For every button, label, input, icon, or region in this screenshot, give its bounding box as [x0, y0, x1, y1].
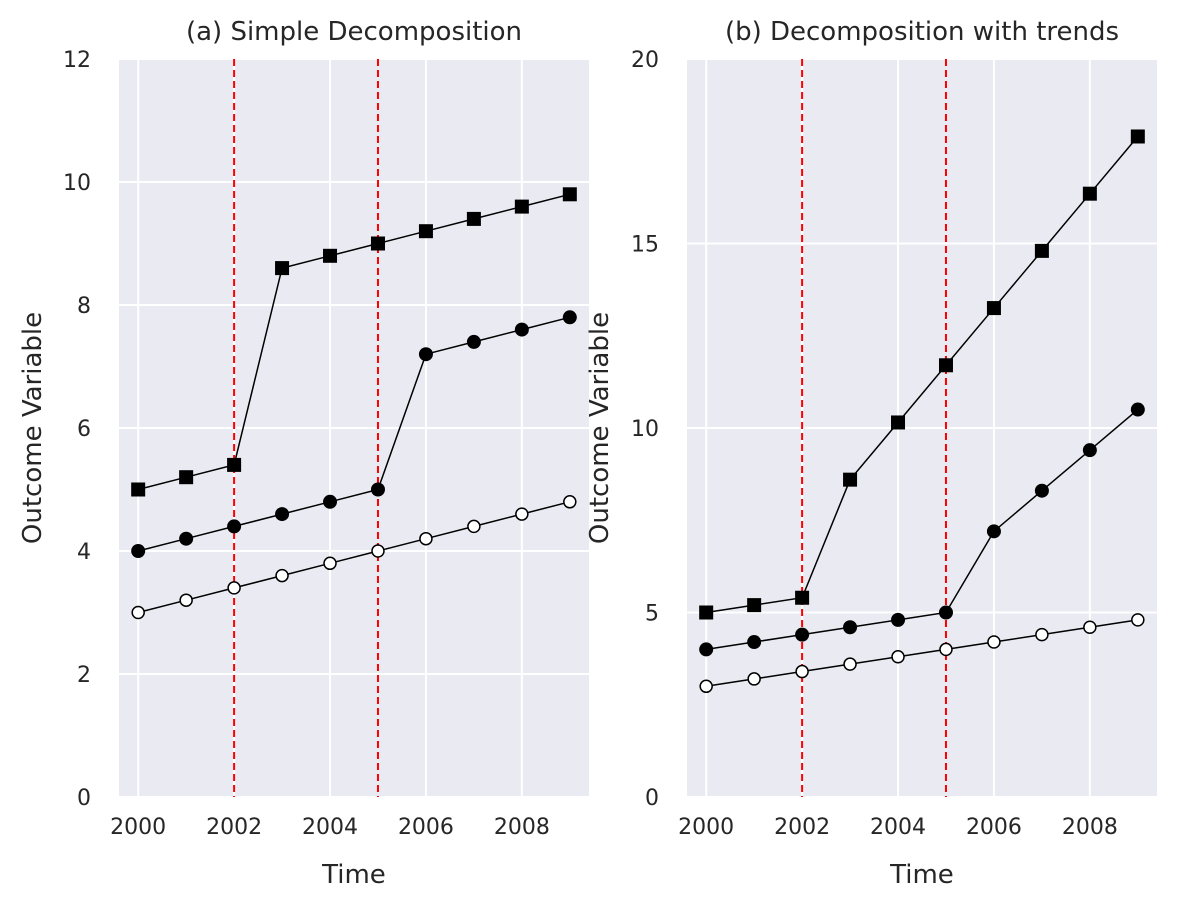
- y-tick-label: 20: [631, 48, 659, 73]
- data-point-open-circle: [515, 507, 529, 521]
- x-axis-label: Time: [889, 860, 954, 890]
- data-point-circle: [938, 605, 953, 620]
- x-axis-label: Time: [321, 860, 386, 890]
- data-point-square: [699, 605, 714, 620]
- data-point-square: [418, 224, 433, 239]
- y-tick-label: 0: [77, 786, 91, 811]
- data-point-open-circle: [1035, 627, 1049, 642]
- x-tick-label: 2008: [494, 815, 550, 840]
- x-tick-label: 2006: [398, 815, 454, 840]
- data-point-circle: [514, 322, 529, 337]
- data-point-open-circle: [275, 568, 289, 583]
- data-point-circle: [699, 642, 714, 657]
- data-point-open-circle: [227, 581, 241, 595]
- data-point-square: [843, 472, 858, 487]
- x-tick-label: 2004: [302, 815, 358, 840]
- data-point-circle: [1130, 402, 1145, 417]
- data-point-square: [227, 457, 242, 472]
- data-point-square: [466, 211, 481, 226]
- data-point-open-circle: [419, 531, 433, 546]
- x-tick-label: 2008: [1062, 815, 1118, 840]
- data-point-square: [131, 482, 146, 497]
- y-tick-label: 6: [77, 417, 91, 442]
- data-point-square: [275, 261, 290, 276]
- data-point-open-circle: [939, 642, 953, 657]
- data-point-open-circle: [131, 605, 145, 620]
- y-tick-label: 4: [77, 540, 91, 565]
- data-point-open-circle: [747, 672, 761, 686]
- y-tick-label: 10: [631, 417, 659, 442]
- y-tick-label: 0: [645, 786, 659, 811]
- data-point-open-circle: [1083, 620, 1097, 635]
- data-point-square: [986, 301, 1001, 316]
- data-point-open-circle: [891, 650, 905, 664]
- series-line-circle: [706, 408, 1139, 651]
- x-tick-label: 2004: [870, 815, 926, 840]
- data-point-circle: [370, 482, 385, 497]
- data-point-circle: [1034, 483, 1049, 498]
- data-point-square: [370, 236, 385, 251]
- chart-title: (a) Simple Decomposition: [186, 17, 522, 47]
- data-point-circle: [323, 494, 338, 509]
- x-tick-label: 2000: [678, 815, 734, 840]
- x-tick-label: 2000: [110, 815, 166, 840]
- data-point-square: [795, 590, 810, 605]
- y-tick-label: 5: [645, 602, 659, 627]
- series-line-open-circle: [137, 501, 571, 614]
- y-axis-label: Outcome Variable: [585, 312, 615, 544]
- data-point-circle: [418, 347, 433, 362]
- data-point-open-circle: [987, 635, 1001, 649]
- data-point-square: [562, 187, 577, 202]
- y-tick-label: 12: [63, 48, 91, 73]
- data-point-circle: [795, 627, 810, 642]
- data-point-circle: [227, 519, 242, 534]
- data-point-open-circle: [843, 657, 857, 671]
- data-point-square: [179, 470, 194, 485]
- data-point-circle: [986, 524, 1001, 539]
- data-point-circle: [275, 507, 290, 522]
- data-point-square: [891, 415, 906, 430]
- data-point-square: [514, 199, 529, 214]
- plot-area: 0 2 4 6 8 10 12 2000 2002 2004 2006 2008: [63, 48, 589, 840]
- data-point-circle: [843, 620, 858, 635]
- y-tick-label: 8: [77, 294, 91, 319]
- data-point-circle: [179, 531, 194, 546]
- y-tick-label: 15: [631, 233, 659, 258]
- data-point-open-circle: [1131, 613, 1145, 627]
- chart-title: (b) Decomposition with trends: [725, 17, 1119, 47]
- data-point-square: [938, 358, 953, 373]
- data-point-circle: [891, 612, 906, 627]
- plot-area: 0 5 10 15 20 2000 2002 2004 2006 2008: [631, 48, 1157, 840]
- panel-b: 0 5 10 15 20 2000 2002 2004 2006 2008 (b) Decompo…: [585, 17, 1157, 890]
- data-point-open-circle: [795, 664, 809, 679]
- x-tick-label: 2002: [206, 815, 262, 840]
- data-point-open-circle: [323, 556, 337, 571]
- data-point-open-circle: [699, 679, 713, 694]
- y-tick-label: 2: [77, 663, 91, 688]
- data-point-circle: [131, 544, 146, 558]
- series-line-open-circle: [706, 619, 1138, 688]
- x-tick-label: 2002: [774, 815, 830, 840]
- data-point-square: [1034, 243, 1049, 258]
- data-point-circle: [1082, 443, 1097, 458]
- data-point-open-circle: [179, 593, 193, 607]
- series-line-square: [137, 193, 571, 491]
- x-tick-label: 2006: [966, 815, 1022, 840]
- y-tick-label: 10: [63, 171, 91, 196]
- data-point-open-circle: [371, 544, 385, 558]
- data-point-square: [1130, 129, 1145, 144]
- data-point-square: [1082, 186, 1097, 201]
- data-point-circle: [747, 635, 762, 650]
- data-point-open-circle: [563, 495, 577, 509]
- data-point-open-circle: [467, 519, 481, 534]
- data-point-circle: [466, 334, 481, 349]
- data-point-square: [323, 248, 338, 263]
- data-point-circle: [562, 310, 577, 325]
- y-axis-label: Outcome Variable: [18, 312, 48, 544]
- data-point-square: [747, 598, 762, 613]
- series-line-circle: [137, 316, 571, 552]
- series-line-square: [706, 136, 1139, 614]
- panel-a: 0 2 4 6 8 10 12 2000 2002 2004 2006 2008 (a) Simple…: [18, 17, 589, 890]
